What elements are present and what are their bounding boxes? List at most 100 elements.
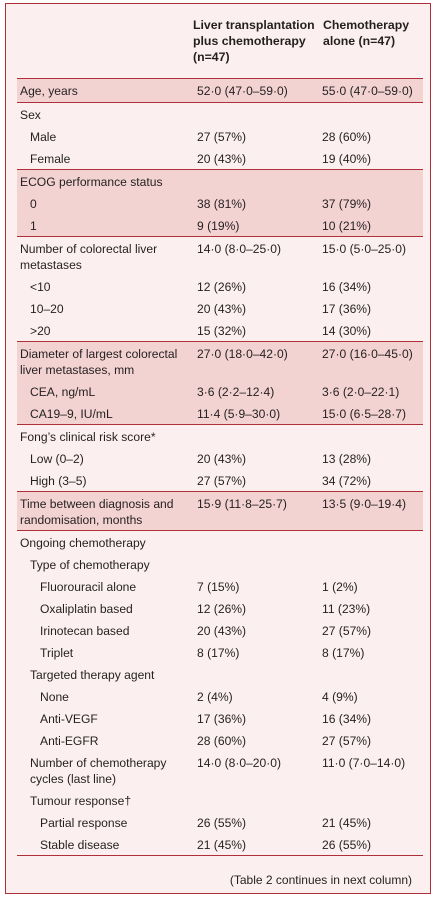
row-label: Anti-EGFR	[40, 733, 98, 749]
cell-transplant: 2 (4%)	[197, 690, 233, 704]
cell-chemo: 10 (21%)	[322, 219, 372, 233]
row-label: Irinotecan based	[40, 623, 129, 639]
cell-transplant: 7 (15%)	[197, 580, 240, 594]
row-label-line: Tumour response†	[30, 794, 132, 808]
row-label: 0	[30, 196, 37, 212]
row-label: Ongoing chemotherapy	[20, 535, 146, 551]
cell-transplant: 15 (32%)	[197, 324, 247, 338]
table-row: ECOG performance status	[17, 169, 423, 192]
row-label: >20	[30, 323, 51, 339]
cell-transplant: 26 (55%)	[197, 816, 247, 830]
table-row: Fong’s clinical risk score*	[17, 424, 423, 447]
cell-chemo: 34 (72%)	[322, 474, 372, 488]
cell-transplant: 20 (43%)	[197, 152, 247, 166]
row-label-line: Fong’s clinical risk score*	[20, 430, 156, 444]
cell-transplant: 11·4 (5·9–30·0)	[197, 407, 281, 421]
cell-chemo: 27 (57%)	[322, 734, 372, 748]
cell-transplant: 3·6 (2·2–12·4)	[197, 385, 275, 399]
table-row: 10–20 20 (43%) 17 (36%)	[17, 297, 423, 319]
cell-transplant: 52·0 (47·0–59·0)	[197, 84, 288, 98]
row-label: Time between diagnosis and randomisation,…	[20, 496, 174, 528]
cell-chemo: 17 (36%)	[322, 302, 372, 316]
row-label-line: metastases	[20, 258, 82, 272]
row-label-line: Time between diagnosis and	[20, 497, 174, 511]
cell-transplant: 20 (43%)	[197, 452, 247, 466]
cell-chemo: 27 (57%)	[322, 624, 372, 638]
table-row: Stable disease 21 (45%) 26 (55%)	[17, 833, 423, 856]
row-label: <10	[30, 279, 51, 295]
row-label: Tumour response†	[30, 793, 131, 809]
row-label: Diameter of largest colorectal liver meta…	[20, 346, 177, 378]
cell-chemo: 11 (23%)	[322, 602, 371, 616]
row-label: CEA, ng/mL	[30, 384, 95, 400]
row-label-line: CA19–9, IU/mL	[30, 407, 113, 421]
table-row: Diameter of largest colorectal liver meta…	[17, 341, 423, 380]
row-label-line: Partial response	[40, 816, 128, 830]
row-label: Fluorouracil alone	[40, 579, 136, 595]
row-label-line: Diameter of largest colorectal	[20, 347, 178, 361]
row-label: 1	[30, 218, 37, 234]
row-label: Sex	[20, 107, 41, 123]
row-label: Oxaliplatin based	[40, 601, 133, 617]
table-row: Sex	[17, 102, 423, 125]
row-label: Targeted therapy agent	[30, 667, 154, 683]
table-continuation-note: (Table 2 continues in next column)	[229, 873, 412, 887]
cell-transplant: 27 (57%)	[197, 474, 247, 488]
table-row: None 2 (4%) 4 (9%)	[17, 685, 423, 707]
cell-chemo: 28 (60%)	[322, 130, 372, 144]
cell-chemo: 4 (9%)	[322, 690, 358, 704]
cell-transplant: 14·0 (8·0–20·0)	[197, 756, 282, 770]
row-label: Number of chemotherapy cycles (last line)	[30, 755, 166, 787]
row-label: ECOG performance status	[20, 174, 163, 190]
table-row: Low (0–2) 20 (43%) 13 (28%)	[17, 447, 423, 469]
cell-chemo: 8 (17%)	[322, 646, 365, 660]
row-label-line: Triplet	[40, 646, 74, 660]
table-row: CA19–9, IU/mL 11·4 (5·9–30·0) 15·0 (6·5–28…	[17, 402, 423, 424]
row-label-line: ECOG performance status	[20, 175, 163, 189]
row-label: None	[40, 689, 69, 705]
cell-chemo: 11·0 (7·0–14·0)	[322, 756, 406, 770]
table-row: Age, years 52·0 (47·0–59·0) 55·0 (47·0–59·…	[17, 78, 423, 102]
row-label-line: Anti-EGFR	[40, 734, 99, 748]
row-label-line: Low (0–2)	[30, 452, 84, 466]
row-label-line: High (3–5)	[30, 474, 87, 488]
row-label: 10–20	[30, 301, 64, 317]
row-label: Age, years	[20, 83, 78, 99]
table-row: Anti-EGFR 28 (60%) 27 (57%)	[17, 729, 423, 751]
row-label-line: 10–20	[30, 302, 64, 316]
cell-chemo: 37 (79%)	[322, 197, 372, 211]
row-label: Anti-VEGF	[40, 711, 98, 727]
row-label: Partial response	[40, 815, 127, 831]
cell-transplant: 20 (43%)	[197, 302, 247, 316]
table-row: Time between diagnosis and randomisation,…	[17, 491, 423, 530]
row-label-line: Oxaliplatin based	[40, 602, 133, 616]
table-panel: Liver transplantation plus chemotherapy …	[5, 3, 431, 894]
table-row: Partial response 26 (55%) 21 (45%)	[17, 811, 423, 833]
table-row: Male 27 (57%) 28 (60%)	[17, 125, 423, 147]
table-row: Anti-VEGF 17 (36%) 16 (34%)	[17, 707, 423, 729]
table-row: CEA, ng/mL 3·6 (2·2–12·4) 3·6 (2·0–22·1)	[17, 380, 423, 402]
cell-transplant: 8 (17%)	[197, 646, 240, 660]
row-label: High (3–5)	[30, 473, 86, 489]
cell-chemo: 14 (30%)	[322, 324, 372, 338]
cell-transplant: 38 (81%)	[197, 197, 247, 211]
row-label: Type of chemotherapy	[30, 557, 150, 573]
cell-chemo: 19 (40%)	[322, 152, 372, 166]
cell-chemo: 13·5 (9·0–19·4)	[322, 497, 407, 511]
row-label-line: Age, years	[20, 84, 78, 98]
table-row: Targeted therapy agent	[17, 663, 423, 685]
table-row: Oxaliplatin based 12 (26%) 11 (23%)	[17, 597, 423, 619]
row-label-line: >20	[30, 324, 51, 338]
cell-transplant: 14·0 (8·0–25·0)	[197, 242, 282, 256]
table-row: Tumour response†	[17, 789, 423, 811]
cell-chemo: 13 (28%)	[322, 452, 372, 466]
cell-transplant: 28 (60%)	[197, 734, 247, 748]
table-row: Irinotecan based 20 (43%) 27 (57%)	[17, 619, 423, 641]
table-row: Female 20 (43%) 19 (40%)	[17, 147, 423, 169]
cell-transplant: 12 (26%)	[197, 602, 247, 616]
row-label-line: <10	[30, 280, 51, 294]
row-label-line: randomisation, months	[20, 513, 143, 527]
column-header-chemo: Chemotherapy alone (n=47)	[323, 18, 410, 48]
table-row: Number of chemotherapy cycles (last line)…	[17, 751, 423, 789]
row-label: CA19–9, IU/mL	[30, 406, 113, 422]
